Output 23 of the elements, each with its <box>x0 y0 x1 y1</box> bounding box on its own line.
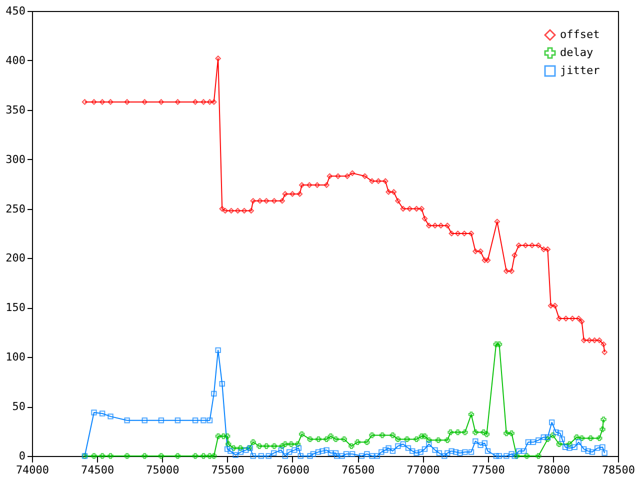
y-tick-label: 50 <box>12 400 26 414</box>
y-tick-label: 350 <box>6 103 26 116</box>
x-tick-label: 76000 <box>276 464 310 476</box>
legend-label: jitter <box>560 64 600 77</box>
x-tick-label: 76500 <box>341 464 375 476</box>
x-tick-label: 78500 <box>602 464 636 476</box>
x-tick-label: 77500 <box>472 464 505 476</box>
x-tick-label: 74500 <box>81 464 114 476</box>
x-tick-label: 77000 <box>406 464 440 476</box>
x-tick-label: 74000 <box>16 464 50 476</box>
y-tick-label: 0 <box>18 450 26 462</box>
y-tick-label: 200 <box>6 252 26 265</box>
legend-label: delay <box>560 46 594 59</box>
y-tick-label: 450 <box>6 4 26 18</box>
x-tick-label: 75000 <box>146 464 180 476</box>
y-tick-label: 250 <box>6 202 26 216</box>
x-tick-label: 75500 <box>211 464 244 476</box>
y-tick-label: 300 <box>6 152 26 166</box>
y-tick-label: 150 <box>6 301 26 314</box>
y-tick-label: 400 <box>6 54 26 67</box>
x-tick-label: 78000 <box>536 464 570 476</box>
y-tick-label: 100 <box>6 350 26 364</box>
legend-label: offset <box>560 28 600 41</box>
